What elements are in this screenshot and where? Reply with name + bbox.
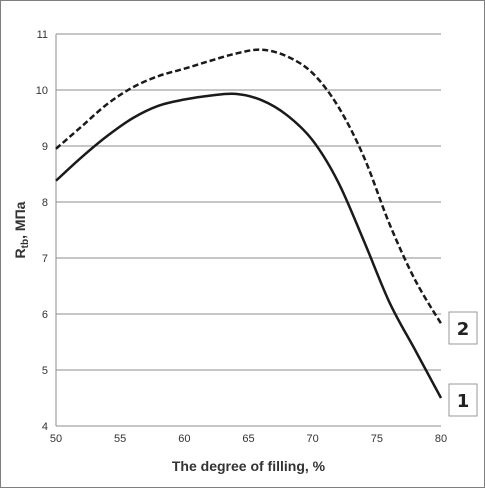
x-tick-label: 75: [371, 433, 383, 445]
x-axis-label: The degree of filling, %: [172, 458, 326, 474]
gridlines: [56, 33, 441, 427]
series-line-2: [55, 48, 443, 325]
x-tick-label: 60: [178, 433, 190, 445]
series-label-1: 1: [457, 391, 470, 412]
x-tick-labels: 50 55 60 65 70 75 80: [50, 433, 447, 445]
y-axis-label-main: R: [12, 248, 28, 258]
y-tick-labels: 4 5 6 7 8 9 10 11: [36, 29, 48, 433]
series-label-box-1: [448, 383, 478, 417]
series-label-box-2: [448, 311, 478, 345]
y-tick-label: 10: [36, 85, 48, 97]
x-tick-label: 70: [307, 433, 319, 445]
y-tick-label: 7: [42, 253, 48, 265]
y-axis-label-units: , МПа: [12, 201, 28, 239]
y-tick-label: 8: [42, 197, 48, 209]
y-tick-label: 9: [42, 141, 48, 153]
x-tick-label: 55: [114, 433, 126, 445]
y-tick-label: 11: [37, 29, 48, 41]
y-tick-label: 6: [42, 309, 48, 321]
x-tick-label: 80: [435, 433, 447, 445]
x-tick-label: 50: [50, 433, 62, 445]
series-lines: [55, 48, 443, 399]
y-axis-label-subscript: tb: [20, 239, 31, 248]
series-label-2: 2: [457, 319, 470, 340]
series-labels: 12: [448, 311, 478, 417]
axes: [55, 34, 441, 427]
series-line-1: [55, 92, 443, 399]
y-tick-label: 4: [42, 421, 48, 433]
y-tick-label: 5: [42, 365, 48, 377]
x-tick-label: 65: [242, 433, 254, 445]
y-axis-label: Rtb, МПа: [12, 201, 31, 258]
